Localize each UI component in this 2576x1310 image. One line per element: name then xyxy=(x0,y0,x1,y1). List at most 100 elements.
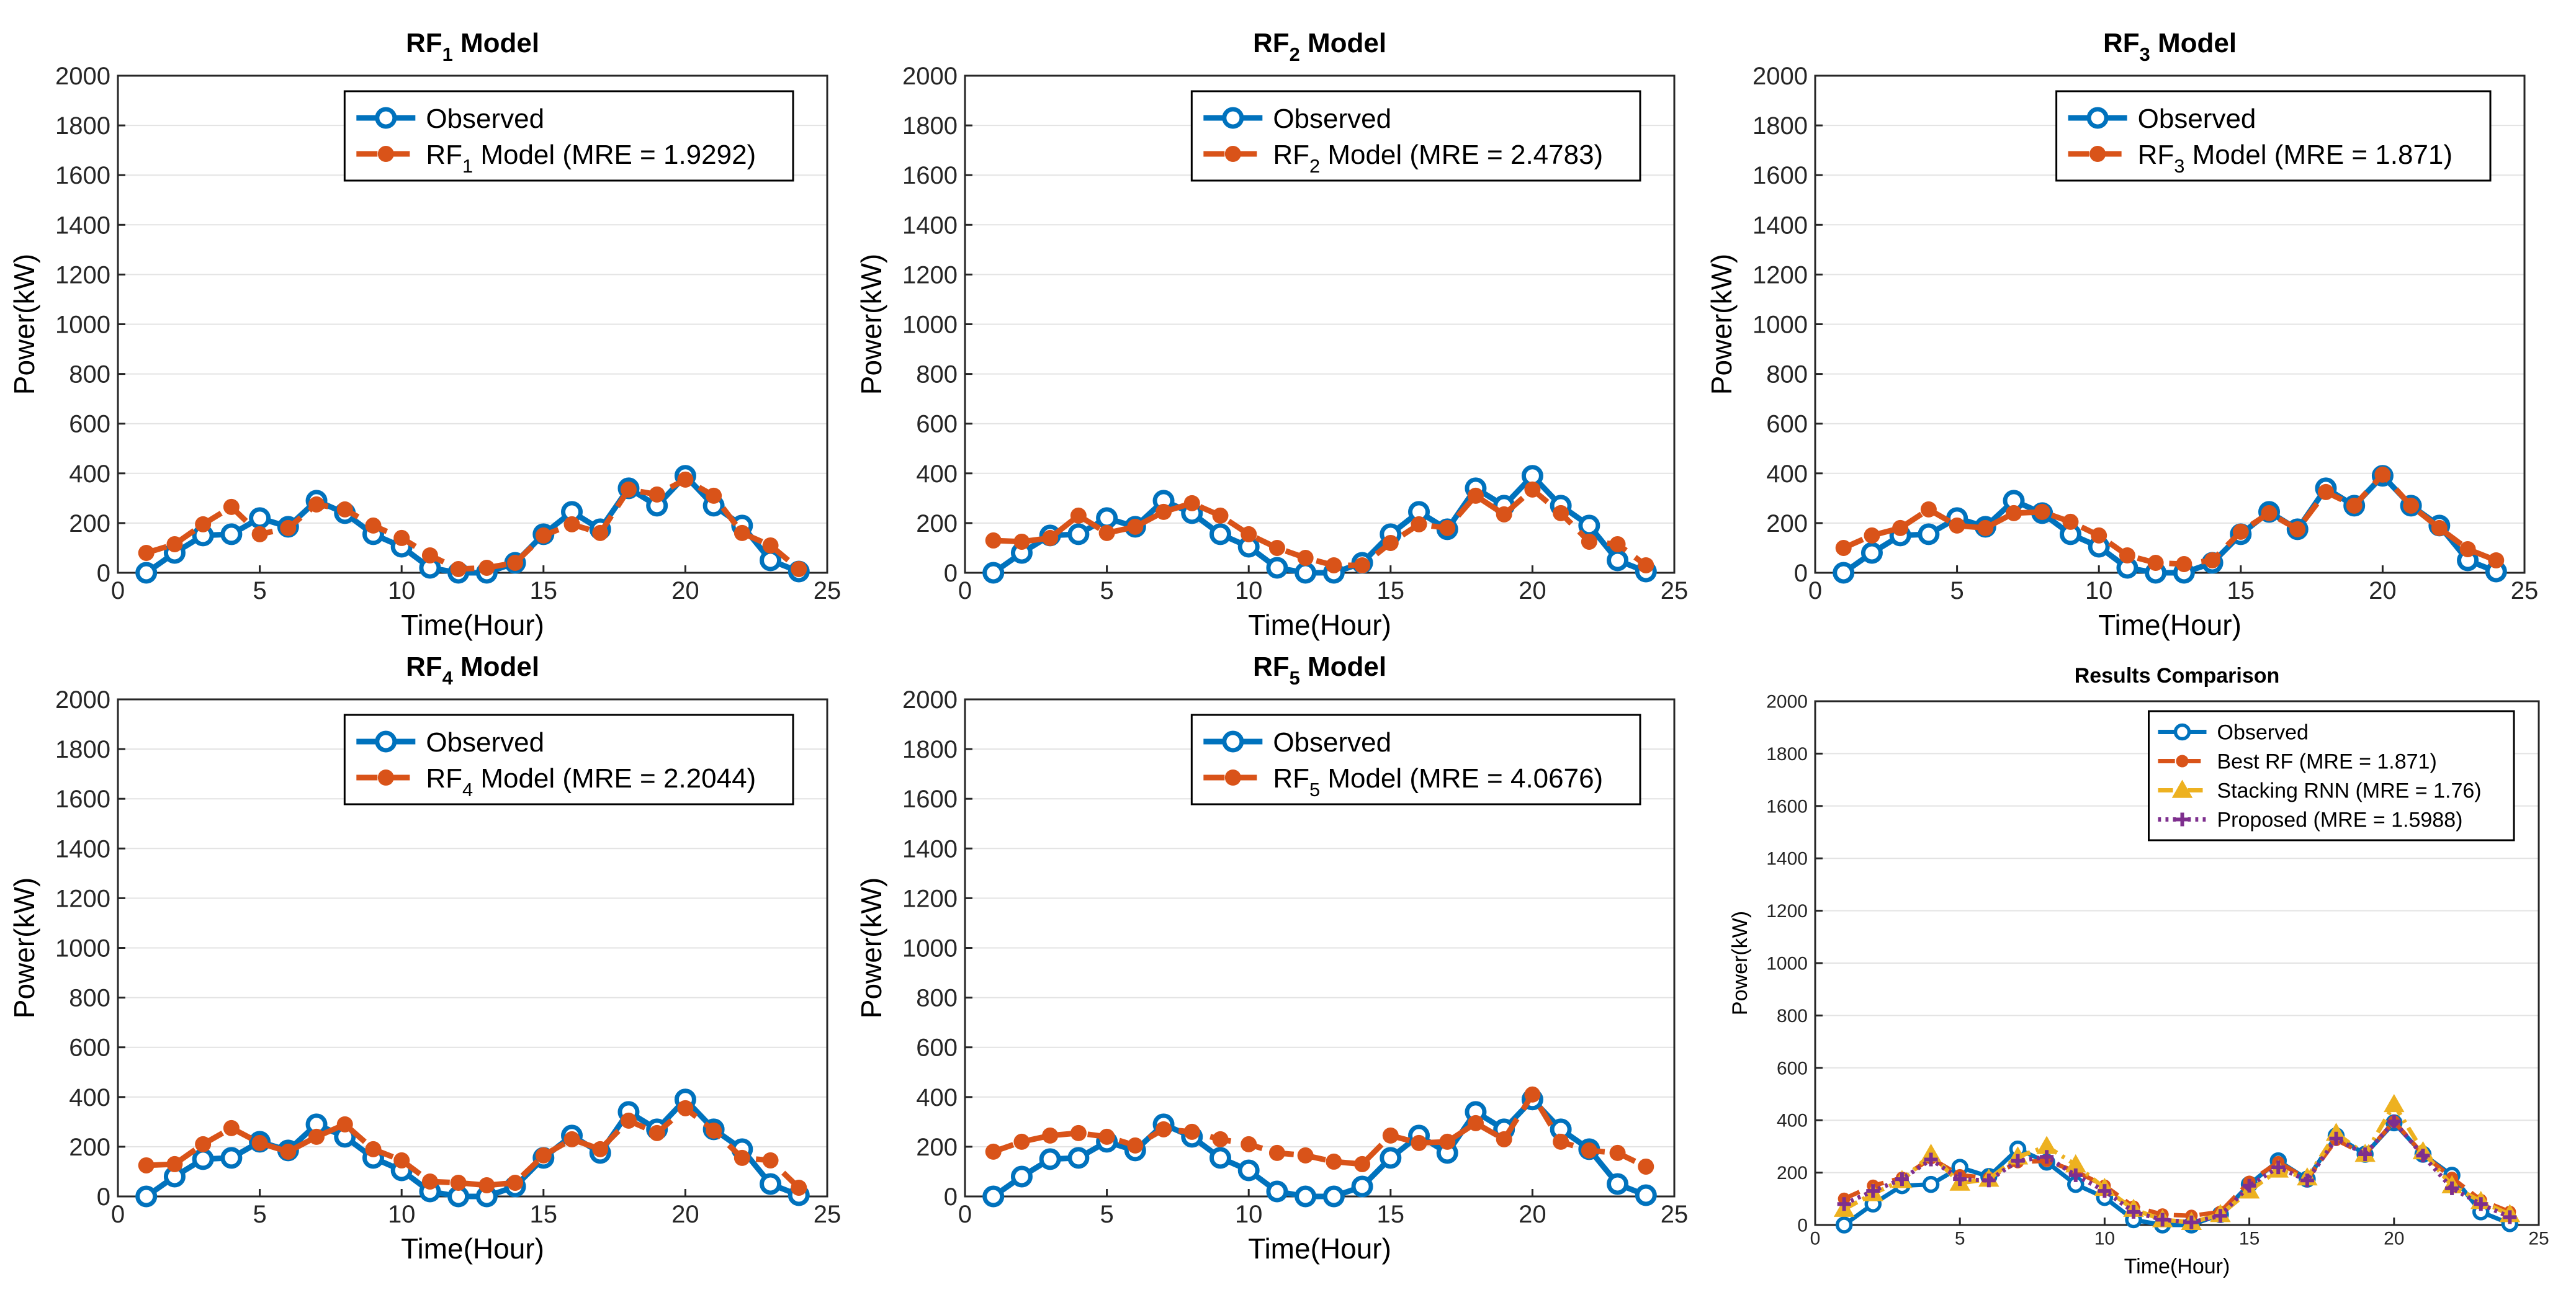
data-point xyxy=(1067,523,1090,545)
series-line xyxy=(1843,1119,2511,1225)
legend-entry: Stacking RNN (MRE = 1.76) xyxy=(2158,779,2482,803)
legend-label: Observed xyxy=(426,104,544,134)
x-tick-label: 5 xyxy=(253,1201,266,1228)
x-tick-label: 0 xyxy=(111,1201,125,1228)
data-point xyxy=(1212,1131,1229,1147)
data-point xyxy=(2232,523,2249,540)
x-tick-label: 10 xyxy=(1235,1201,1263,1228)
data-point xyxy=(1835,1216,1853,1234)
data-point xyxy=(2445,1181,2459,1195)
data-point xyxy=(1013,533,1030,550)
data-point xyxy=(478,559,495,576)
data-point xyxy=(1295,562,1317,584)
y-tick-label: 0 xyxy=(1797,1216,1808,1236)
data-point xyxy=(706,487,722,504)
data-point xyxy=(2387,1115,2401,1129)
x-tick-label: 10 xyxy=(2094,1229,2115,1249)
legend-marker xyxy=(2086,107,2109,129)
data-point xyxy=(1924,1152,1938,1167)
legend-label: RF5 Model (MRE = 4.0676) xyxy=(1273,763,1603,801)
y-tick-label: 1400 xyxy=(902,212,958,239)
x-axis-label: Time(Hour) xyxy=(1248,609,1391,641)
legend: Observed RF1 Model (MRE = 1.9292) xyxy=(343,90,794,182)
legend-label-subscript: 1 xyxy=(462,155,473,177)
y-tick-label: 600 xyxy=(1777,1058,1808,1079)
data-point xyxy=(1382,534,1399,551)
legend-label-rest: Model (MRE = 2.2044) xyxy=(473,763,756,794)
chart-panel-1: 0 200 400 600 800 1000 1200 1400 1600 1800 2000 0 5 1… xyxy=(8,28,841,641)
data-point xyxy=(166,1155,183,1172)
data-point xyxy=(2459,541,2476,557)
data-point xyxy=(1067,1147,1090,1169)
data-point xyxy=(2119,547,2135,563)
legend-label-main: RF xyxy=(1273,140,1309,170)
y-tick-label: 800 xyxy=(916,361,958,388)
x-axis-label: Time(Hour) xyxy=(401,609,544,641)
y-axis-label: Power(kW) xyxy=(1705,254,1738,395)
data-point xyxy=(762,537,779,554)
data-point xyxy=(365,517,382,534)
chart-title: RF5 Model xyxy=(1253,652,1386,689)
x-tick-label: 15 xyxy=(1377,577,1405,604)
x-tick-label: 20 xyxy=(1519,577,1546,604)
data-point xyxy=(1268,539,1285,556)
legend-marker xyxy=(1224,146,1241,162)
data-point xyxy=(648,1124,665,1141)
data-point xyxy=(2474,1197,2488,1211)
legend-label-rest: Model (MRE = 4.0676) xyxy=(1320,763,1603,794)
data-point xyxy=(677,1100,694,1116)
data-point xyxy=(2213,1209,2227,1223)
chart-title-rest: Model xyxy=(453,652,539,682)
legend-marker xyxy=(377,769,394,786)
legend-label-subscript: 2 xyxy=(1309,155,1320,177)
y-tick-label: 800 xyxy=(69,985,110,1012)
y-tick-label: 600 xyxy=(69,1034,110,1062)
data-point xyxy=(220,523,243,545)
data-point xyxy=(1439,519,1456,536)
data-point xyxy=(195,516,212,532)
data-point xyxy=(2346,497,2363,514)
x-tick-label: 10 xyxy=(388,577,416,604)
x-tick-label: 0 xyxy=(111,577,125,604)
data-point xyxy=(1237,1159,1260,1182)
data-point xyxy=(308,1128,325,1145)
data-point xyxy=(450,1174,467,1191)
chart-title: RF3 Model xyxy=(2103,28,2237,65)
data-point xyxy=(393,1152,410,1169)
legend-box xyxy=(1190,714,1641,805)
legend-marker xyxy=(377,146,394,162)
data-point xyxy=(2300,1173,2314,1188)
x-tick-label: 20 xyxy=(1519,1201,1546,1228)
y-tick-label: 400 xyxy=(69,460,110,488)
data-point xyxy=(2242,1178,2256,1193)
y-tick-label: 1200 xyxy=(55,885,110,912)
legend-label-main: Observed xyxy=(1273,104,1391,134)
y-tick-label: 400 xyxy=(916,1084,958,1111)
legend-label: Best RF (MRE = 1.871) xyxy=(2217,750,2437,774)
legend-label: Observed xyxy=(2138,104,2256,134)
y-tick-label: 1000 xyxy=(55,312,110,339)
legend-label-main: RF xyxy=(426,763,462,794)
y-tick-label: 0 xyxy=(97,1183,110,1211)
data-point xyxy=(2503,1210,2517,1224)
data-point xyxy=(791,560,807,577)
chart-title-main: RF xyxy=(406,28,442,58)
data-point xyxy=(1322,1185,1345,1208)
data-point xyxy=(1467,1115,1484,1131)
chart-title-rest: Model xyxy=(1300,28,1386,58)
data-point xyxy=(1326,557,1342,573)
data-point xyxy=(760,549,782,572)
chart-panel-5: 0 200 400 600 800 1000 1200 1400 1600 1800 2000 0 5 1… xyxy=(855,652,1688,1265)
y-axis-label: Power(kW) xyxy=(8,254,40,395)
x-axis-label: Time(Hour) xyxy=(2124,1255,2230,1278)
chart-title-main: Results Comparison xyxy=(2075,664,2280,688)
legend-label: Observed xyxy=(1273,104,1391,134)
y-tick-label: 1400 xyxy=(1752,212,1808,239)
data-point xyxy=(2155,1213,2170,1227)
legend-label: RF2 Model (MRE = 2.4783) xyxy=(1273,140,1603,177)
data-point xyxy=(1209,523,1231,545)
chart-panel-6: 0 200 400 600 800 1000 1200 1400 1600 1800 2000 0 5 1… xyxy=(1728,664,2549,1278)
x-tick-label: 25 xyxy=(814,1201,841,1228)
y-tick-label: 0 xyxy=(944,1183,958,1211)
